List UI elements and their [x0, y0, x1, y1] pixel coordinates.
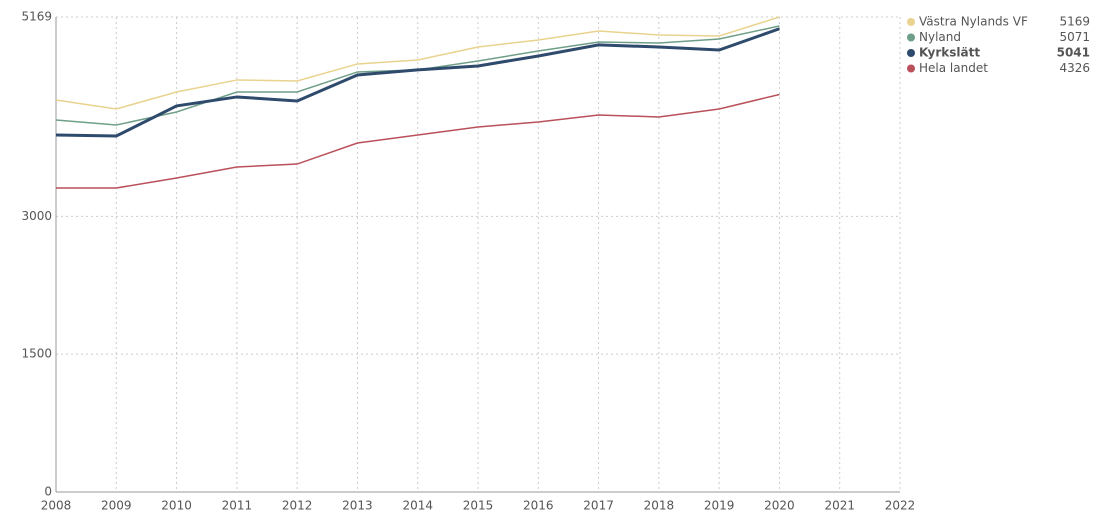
x-tick-label: 2008	[41, 499, 72, 513]
x-tick-label: 2009	[101, 499, 132, 513]
legend-value: 4326	[1059, 61, 1090, 75]
series-line	[55, 25, 780, 126]
legend-value: 5041	[1057, 46, 1090, 60]
x-tick-label: 2014	[402, 499, 433, 513]
x-tick-label: 2012	[282, 499, 313, 513]
legend-label: Västra Nylands VF	[919, 15, 1028, 29]
series-line	[55, 16, 780, 110]
legend-item: Västra Nylands VF 5169	[907, 15, 1090, 29]
x-tick-label: 2015	[463, 499, 494, 513]
x-tick-label: 2011	[222, 499, 253, 513]
x-tick-label: 2021	[824, 499, 855, 513]
series-line	[55, 27, 780, 138]
legend-value: 5071	[1059, 30, 1090, 44]
x-tick-label: 2016	[523, 499, 554, 513]
x-tick-label: 2022	[885, 499, 916, 513]
legend-label: Hela landet	[919, 61, 988, 75]
series-line	[56, 93, 780, 189]
x-tick-label: 2017	[583, 499, 614, 513]
x-tick-label: 2013	[342, 499, 373, 513]
x-tick-label: 2010	[161, 499, 192, 513]
legend-label: Nyland	[919, 30, 961, 44]
legend-value: 5169	[1059, 15, 1090, 29]
x-tick-label: 2019	[704, 499, 735, 513]
y-tick-label: 5169	[21, 10, 52, 24]
legend-item: Nyland 5071	[907, 30, 1090, 44]
legend-label: Kyrkslätt	[919, 46, 980, 60]
y-tick-label: 1500	[21, 347, 52, 361]
x-tick-label: 2018	[644, 499, 675, 513]
y-tick-label: 0	[44, 485, 52, 499]
legend-marker	[907, 49, 915, 57]
y-tick-label: 3000	[21, 209, 52, 223]
x-tick-label: 2020	[764, 499, 795, 513]
legend-item: Kyrkslätt 5041	[907, 46, 1090, 60]
legend-marker	[907, 33, 915, 42]
legend-marker	[907, 64, 915, 73]
legend-item: Hela landet 4326	[907, 61, 1090, 75]
legend-marker	[907, 18, 915, 26]
